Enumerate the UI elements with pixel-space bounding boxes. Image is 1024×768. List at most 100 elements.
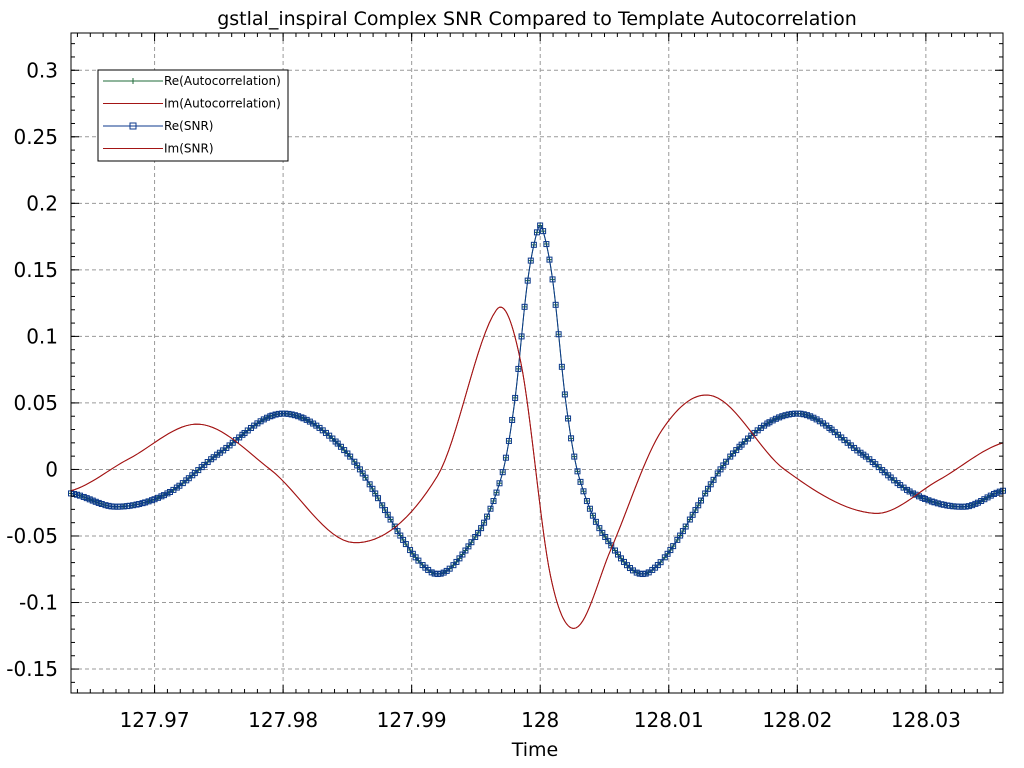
series-2-marker: [502, 454, 509, 461]
y-tick-label: -0.05: [6, 524, 58, 548]
series-2-marker: [906, 488, 913, 495]
series-2-marker: [733, 447, 740, 454]
series-2-marker: [782, 412, 789, 419]
series-2-marker: [257, 418, 264, 425]
series-2-marker: [282, 410, 289, 417]
legend-label-3: Im(SNR): [164, 142, 214, 156]
series-2-marker: [698, 497, 705, 504]
y-tick-label: 0.3: [26, 58, 58, 82]
series-2-marker: [561, 391, 568, 398]
legend-box: [97, 69, 289, 162]
series-2-marker: [800, 411, 807, 418]
x-tick-label: 127.97: [120, 708, 190, 732]
series-2-marker: [946, 502, 953, 509]
series-line-3: [70, 306, 1004, 629]
series-2-marker: [306, 418, 313, 425]
series-2-marker: [766, 419, 773, 426]
series-2-marker: [524, 277, 531, 284]
series-2-marker: [807, 413, 814, 420]
series-2-marker: [533, 229, 540, 236]
series-2-marker: [142, 499, 149, 506]
series-2-marker: [76, 492, 83, 499]
series-2-marker: [769, 417, 776, 424]
x-tick-label: 128.02: [762, 708, 832, 732]
series-2-marker: [565, 415, 572, 422]
x-tick-label: 128.03: [891, 708, 961, 732]
series-2-marker: [965, 503, 972, 510]
series-2-marker: [934, 500, 941, 507]
series-2-marker: [558, 363, 565, 370]
series-2-marker: [912, 491, 919, 498]
series-2-marker: [574, 468, 581, 475]
series-2-marker: [540, 228, 547, 235]
x-axis-label: Time: [511, 739, 559, 761]
series-2-marker: [402, 541, 409, 548]
series-2-marker: [803, 412, 810, 419]
series-2-marker: [145, 498, 152, 505]
x-tick-label: 127.98: [248, 708, 318, 732]
series-2-marker: [738, 441, 745, 448]
series-2-marker: [291, 412, 298, 419]
series-2-marker: [670, 543, 677, 550]
series-2-marker: [657, 559, 664, 566]
series-2-marker: [779, 413, 786, 420]
series-2-marker: [993, 489, 1000, 496]
series-2-marker: [730, 450, 737, 457]
series-2-marker: [772, 415, 779, 422]
series-2-marker: [931, 499, 938, 506]
series-2-marker: [987, 492, 994, 499]
series-2-marker: [509, 416, 516, 423]
series-2-marker: [415, 557, 422, 564]
series-2-marker: [723, 458, 730, 465]
axis-ticks: 127.97 127.98 127.99 128 128.01 128.02 128.03 -…: [6, 33, 1003, 732]
series-2-marker: [940, 501, 947, 508]
series-2-marker: [813, 416, 820, 423]
y-tick-label: 0.1: [26, 324, 58, 348]
series-2-marker: [969, 502, 976, 509]
series-2-marker: [334, 440, 341, 447]
series-2-marker: [788, 410, 795, 417]
series-2-marker: [586, 505, 593, 512]
series-line-0: [70, 224, 1004, 575]
series-2-marker: [505, 437, 512, 444]
series-2-marker: [337, 443, 344, 450]
series-2-marker: [285, 410, 292, 417]
plot-series: [68, 222, 1006, 629]
series-2-marker: [490, 498, 497, 505]
series-2-marker: [580, 488, 587, 495]
series-2-marker: [583, 498, 590, 505]
series-2-marker: [499, 469, 506, 476]
series-2-marker: [810, 414, 817, 421]
series-2-marker: [130, 502, 137, 509]
legend-label-1: Im(Autocorrelation): [164, 97, 281, 111]
series-2-marker: [785, 411, 792, 418]
series-2-marker: [776, 414, 783, 421]
series-2-marker: [549, 276, 556, 283]
y-tick-label: 0: [45, 457, 58, 481]
series-2-marker: [120, 503, 127, 510]
series-2-marker: [111, 503, 118, 510]
y-tick-label: 0.25: [13, 125, 58, 149]
series-2-marker: [710, 476, 717, 483]
series-2-marker: [577, 478, 584, 485]
series-2-marker: [347, 453, 354, 460]
series-2-marker: [956, 503, 963, 510]
series-2-marker: [98, 501, 105, 508]
series-2-marker: [950, 503, 957, 510]
series-2-marker: [571, 453, 578, 460]
series-2-marker: [136, 501, 143, 508]
series-2-marker: [537, 222, 544, 229]
series-2-marker: [481, 519, 488, 526]
legend-marker-2: [129, 122, 137, 130]
chart-title: gstlal_inspiral Complex SNR Compared to …: [217, 8, 857, 30]
series-2-marker: [269, 412, 276, 419]
series-2-marker: [362, 474, 369, 481]
x-tick-label: 128: [521, 708, 559, 732]
series-2-marker: [981, 496, 988, 503]
series-2-marker: [925, 497, 932, 504]
x-tick-label: 128.01: [634, 708, 704, 732]
series-2-marker: [922, 495, 929, 502]
x-tick-label: 127.99: [377, 708, 447, 732]
series-2-marker: [279, 410, 286, 417]
